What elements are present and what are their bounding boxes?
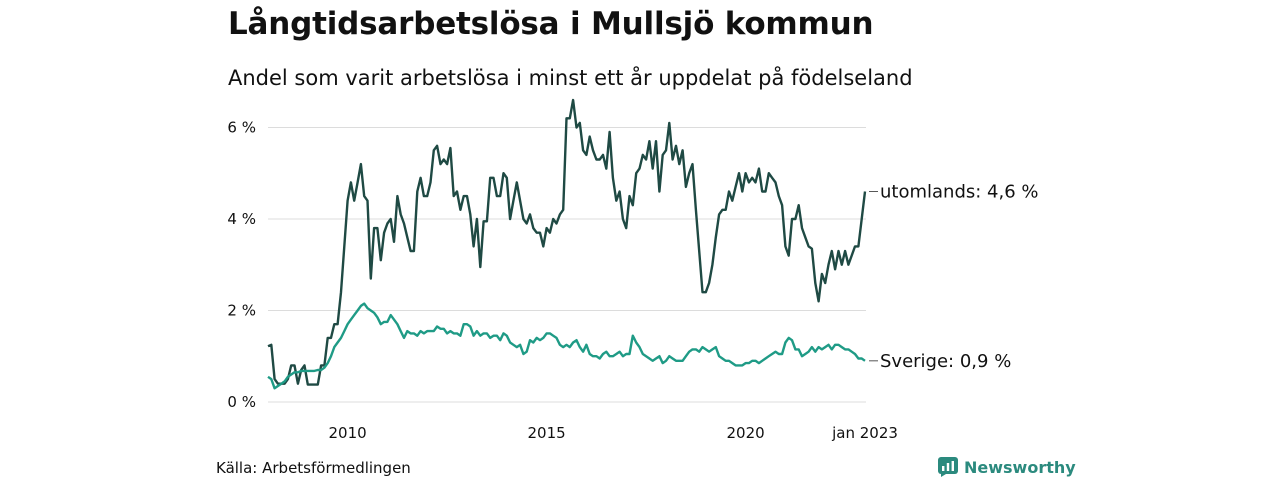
end-label-utomlands: utomlands: 4,6 %: [880, 182, 1039, 203]
x-axis: 2010 2015 2020 jan 2023: [329, 424, 898, 442]
y-tick-label: 4 %: [227, 210, 256, 228]
series-end-labels: utomlands: 4,6 % Sverige: 0,9 %: [869, 182, 1039, 372]
chart-title: Långtidsarbetslösa i Mullsjö kommun: [228, 6, 874, 42]
source-note: Källa: Arbetsförmedlingen: [216, 459, 411, 477]
newsworthy-logo-icon: [938, 457, 958, 477]
y-tick-label: 0 %: [227, 393, 256, 411]
y-axis: 0 % 2 % 4 % 6 %: [227, 118, 256, 411]
series-line-utomlands: [267, 98, 867, 386]
end-label-sverige: Sverige: 0,9 %: [880, 351, 1011, 372]
x-tick-label: 2020: [727, 424, 765, 442]
x-tick-label: 2015: [528, 424, 566, 442]
series-line-sverige: [267, 302, 866, 390]
brand-name: Newsworthy: [964, 457, 1076, 477]
brand-logo[interactable]: Newsworthy: [938, 456, 1076, 478]
chart-subtitle: Andel som varit arbetslösa i minst ett å…: [228, 66, 913, 90]
series-lines: [267, 98, 867, 390]
gridlines: [268, 126, 866, 403]
y-tick-label: 2 %: [227, 301, 256, 319]
y-tick-label: 6 %: [227, 118, 256, 136]
x-tick-label: jan 2023: [831, 424, 898, 442]
x-tick-label: 2010: [329, 424, 367, 442]
